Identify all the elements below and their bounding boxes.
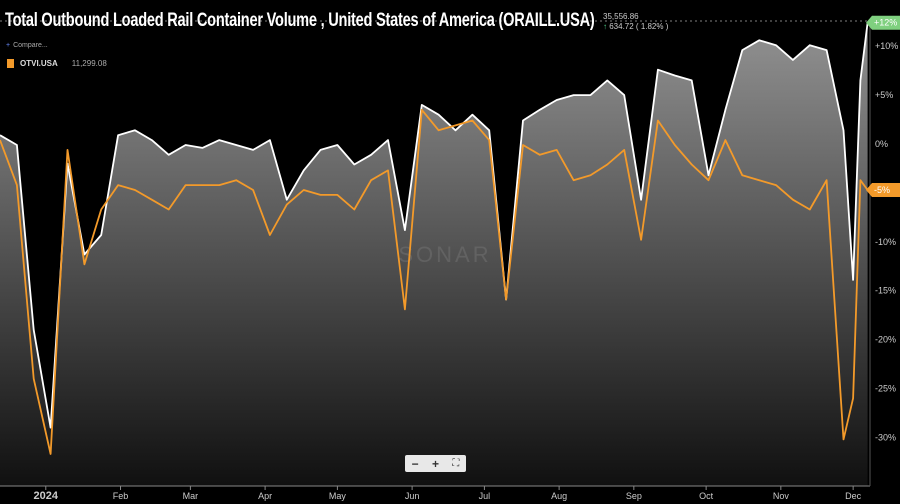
legend-series-name: OTVI.USA: [20, 59, 58, 68]
x-tick-label: 2024: [34, 490, 59, 502]
y-tick-label: +5%: [875, 90, 893, 100]
legend-item[interactable]: OTVI.USA 11,299.08: [7, 59, 107, 68]
watermark: SONAR: [398, 242, 491, 267]
zoom-in-button[interactable]: +: [431, 456, 439, 471]
last-change: 634.72 ( 1.82% ): [609, 22, 669, 31]
x-tick-label: Aug: [551, 491, 567, 501]
zoom-controls: − + ⛶: [405, 455, 466, 472]
x-tick-label: May: [329, 491, 347, 501]
y-tick-label: +10%: [875, 41, 898, 51]
legend-swatch: [7, 59, 14, 68]
zoom-out-button[interactable]: −: [411, 456, 419, 471]
x-tick-label: Oct: [699, 491, 714, 501]
series-area-oraill-usa: [0, 22, 868, 486]
x-tick-label: Feb: [113, 491, 129, 501]
fit-screen-button[interactable]: ⛶: [452, 458, 460, 469]
end-value-label: +12%: [874, 18, 897, 28]
series-line-oraill-usa: [0, 22, 869, 429]
x-tick-label: Mar: [183, 491, 199, 501]
chart-title: Total Outbound Loaded Rail Container Vol…: [5, 10, 595, 31]
y-tick-label: 0%: [875, 139, 888, 149]
arrow-up-icon: ↑: [603, 22, 607, 31]
legend-series-value: 11,299.08: [71, 59, 107, 68]
x-tick-label: Jul: [479, 491, 491, 501]
end-label-badge: [866, 15, 900, 30]
compare-label: Compare...: [13, 42, 48, 49]
x-tick-label: Nov: [773, 491, 790, 501]
y-tick-label: -25%: [875, 384, 896, 394]
y-tick-label: -10%: [875, 237, 896, 247]
last-value: 35,556.86: [603, 12, 639, 21]
end-label-badge: [866, 182, 900, 197]
y-tick-label: -20%: [875, 335, 896, 345]
y-tick-label: -15%: [875, 286, 896, 296]
x-tick-label: Sep: [626, 491, 642, 501]
compare-button[interactable]: + Compare...: [6, 42, 48, 49]
x-tick-label: Jun: [405, 491, 420, 501]
series-line-otvi-usa: [0, 108, 869, 455]
y-tick-label: -30%: [875, 432, 896, 442]
x-tick-label: Dec: [845, 491, 862, 501]
last-value-readout: 35,556.86 ↑ 634.72 ( 1.82% ): [603, 12, 668, 32]
x-tick-label: Apr: [258, 491, 272, 501]
end-value-label: -5%: [874, 185, 890, 195]
plus-icon: +: [6, 42, 11, 49]
